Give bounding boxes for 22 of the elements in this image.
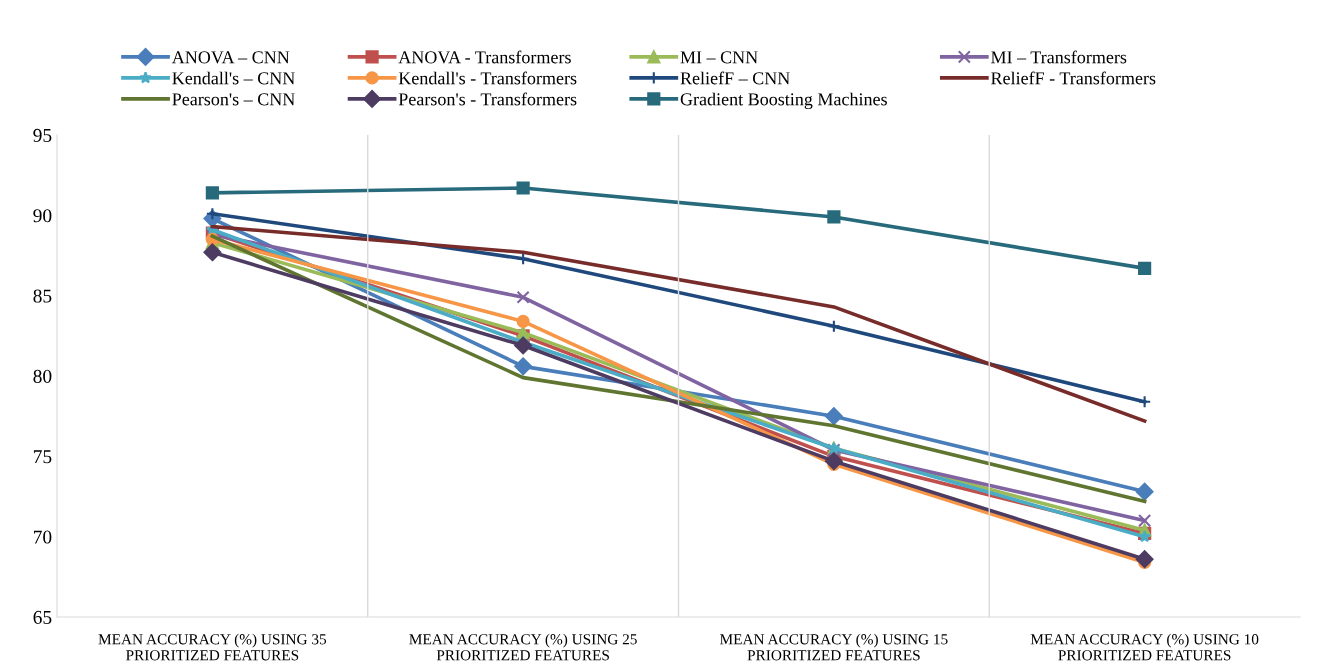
- x-tick-label: MEAN ACCURACY (%) USING 35 PRIORITIZED FEATURES: [98, 633, 327, 661]
- y-tick-label: 95: [33, 128, 52, 142]
- y-tick-label: 75: [33, 450, 52, 464]
- legend-label: ANOVA – CNN: [171, 51, 290, 64]
- y-tick-label: 80: [33, 369, 52, 383]
- legend-label: MI – Transformers: [991, 50, 1127, 64]
- y-tick-label: 85: [33, 289, 52, 303]
- legend-label: MI – CNN: [680, 51, 758, 64]
- y-tick-label: 65: [33, 610, 52, 624]
- legend-label: Pearson's - Transformers: [398, 92, 577, 106]
- legend-label: ReliefF - Transformers: [991, 71, 1156, 85]
- x-tick-label: MEAN ACCURACY (%) USING 10 PRIORITIZED FEATURES: [1030, 633, 1259, 661]
- legend-label: ReliefF – CNN: [680, 71, 790, 85]
- legend-label: Pearson's – CNN: [172, 93, 295, 106]
- x-tick-label: MEAN ACCURACY (%) USING 25 PRIORITIZED FEATURES: [409, 633, 637, 661]
- legend-label: Gradient Boosting Machines: [680, 92, 887, 110]
- legend-label: ANOVA - Transformers: [398, 50, 571, 64]
- x-tick-label: MEAN ACCURACY (%) USING 15 PRIORITIZED FEATURES: [720, 633, 948, 661]
- legend-label: Kendall's – CNN: [172, 71, 295, 85]
- legend-label: Kendall's - Transformers: [398, 71, 577, 85]
- y-tick-label: 70: [33, 530, 52, 544]
- y-tick-label: 90: [33, 209, 52, 223]
